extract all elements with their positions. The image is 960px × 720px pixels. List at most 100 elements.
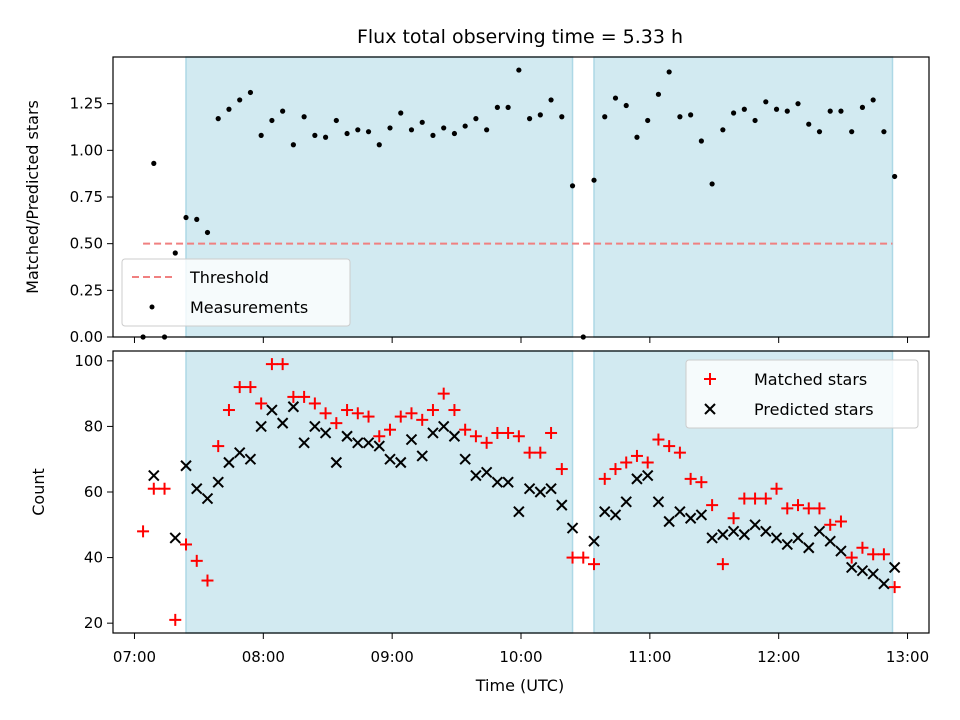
matched-star-point: [190, 554, 203, 567]
measurement-point: [290, 142, 296, 148]
predicted-star-point: [867, 568, 879, 580]
matched-star-point: [373, 430, 386, 443]
predicted-star-point: [813, 525, 826, 538]
predicted-star-point: [513, 505, 525, 518]
matched-star-point: [620, 456, 633, 469]
measurement-point: [709, 181, 715, 187]
predicted-star-point: [352, 437, 364, 449]
measurement-point: [333, 117, 339, 124]
matched-star-point: [577, 551, 590, 564]
predicted-star-point: [770, 532, 783, 544]
matched-star-point: [781, 502, 794, 515]
ratio-x-ticks: [133, 337, 909, 343]
measurement-point: [322, 134, 329, 140]
matched-star-point: [534, 446, 547, 459]
matched-star-point: [609, 463, 622, 476]
x-tick-label: 10:00: [499, 648, 542, 666]
matched-star-point: [384, 423, 397, 436]
y-tick-label: 0.00: [70, 328, 103, 346]
predicted-star-point: [566, 522, 579, 534]
matched-star-point: [147, 482, 160, 495]
predicted-star-point: [502, 476, 514, 488]
ratio-legend-box: [121, 258, 351, 327]
measurement-point: [548, 97, 554, 103]
measurement-point: [237, 97, 243, 103]
predicted-star-point: [319, 427, 332, 439]
predicted-star-point: [362, 437, 375, 449]
measurement-point: [355, 127, 361, 133]
measurement-point: [806, 121, 812, 127]
matched-star-point: [770, 482, 783, 495]
matched-star-point: [813, 502, 826, 515]
x-tick-label: 07:00: [113, 648, 156, 666]
count-points: [137, 358, 901, 626]
predicted-star-point: [309, 420, 321, 433]
ratio-y-ticks: 0.00 0.25 0.50 0.75 1.00 1.25: [70, 95, 113, 346]
predicted-star-point: [824, 535, 836, 547]
predicted-star-point: [416, 450, 428, 462]
matched-star-point: [255, 397, 268, 410]
measurement-point: [795, 101, 801, 107]
measurement-point: [258, 132, 264, 138]
measurement-point: [247, 89, 254, 96]
predicted-star-point: [201, 492, 214, 505]
predicted-star-point: [706, 532, 718, 544]
matched-star-point: [319, 407, 332, 420]
measurement-point: [194, 216, 200, 222]
matched-star-point: [706, 499, 719, 512]
predicted-star-point: [545, 483, 557, 495]
matched-star-point: [555, 463, 568, 476]
predicted-star-point: [792, 532, 804, 544]
measurement-point: [226, 106, 232, 112]
matched-star-point: [405, 407, 418, 420]
predicted-star-point: [674, 505, 686, 518]
ratio-panel: 0.00 0.25 0.50 0.75 1.00 1.25 Matched/Predict…: [23, 56, 930, 346]
measurement-point: [365, 129, 372, 135]
matched-star-point: [276, 358, 289, 371]
matched-star-point: [201, 574, 214, 587]
predicted-star-point: [491, 476, 504, 488]
measurement-point: [870, 97, 876, 103]
matched-star-point: [888, 581, 901, 594]
measurement-point: [441, 125, 447, 131]
predicted-star-point: [255, 420, 267, 433]
matched-star-point: [684, 472, 697, 485]
measurement-point: [172, 250, 178, 256]
measurement-point: [569, 183, 576, 189]
legend-matched-label: Matched stars: [754, 370, 867, 389]
measurement-point: [376, 142, 382, 148]
y-tick-label: 40: [84, 549, 103, 567]
predicted-star-point: [523, 483, 536, 495]
y-tick-label: 1.00: [70, 141, 103, 159]
matched-star-point: [824, 518, 837, 531]
matched-star-point: [341, 404, 354, 417]
predicted-star-point: [695, 509, 708, 521]
predicted-star-point: [888, 561, 901, 574]
predicted-star-point: [588, 535, 600, 547]
matched-star-point: [856, 541, 869, 554]
predicted-star-point: [191, 483, 203, 495]
measurement-point: [591, 177, 597, 183]
matched-star-point: [158, 482, 171, 495]
matched-star-point: [459, 423, 472, 436]
predicted-star-point: [856, 564, 869, 577]
legend-predicted-label: Predicted stars: [754, 400, 874, 419]
predicted-star-point: [609, 509, 622, 521]
measurement-point: [408, 127, 415, 133]
measurement-point: [677, 114, 683, 120]
measurement-point: [269, 117, 275, 124]
y-tick-label: 0.25: [70, 281, 103, 299]
predicted-star-point: [233, 446, 246, 459]
measurement-point: [859, 104, 866, 110]
matched-star-point: [502, 426, 515, 439]
matched-star-point: [265, 358, 278, 371]
matched-star-point: [652, 433, 665, 446]
y-tick-label: 80: [84, 417, 103, 435]
predicted-star-point: [459, 453, 471, 465]
predicted-star-point: [620, 496, 632, 508]
y-tick-label: 20: [84, 614, 103, 632]
matched-star-point: [448, 404, 461, 417]
y-tick-label: 0.50: [70, 235, 103, 253]
predicted-star-point: [738, 528, 751, 541]
measurement-point: [451, 130, 458, 137]
